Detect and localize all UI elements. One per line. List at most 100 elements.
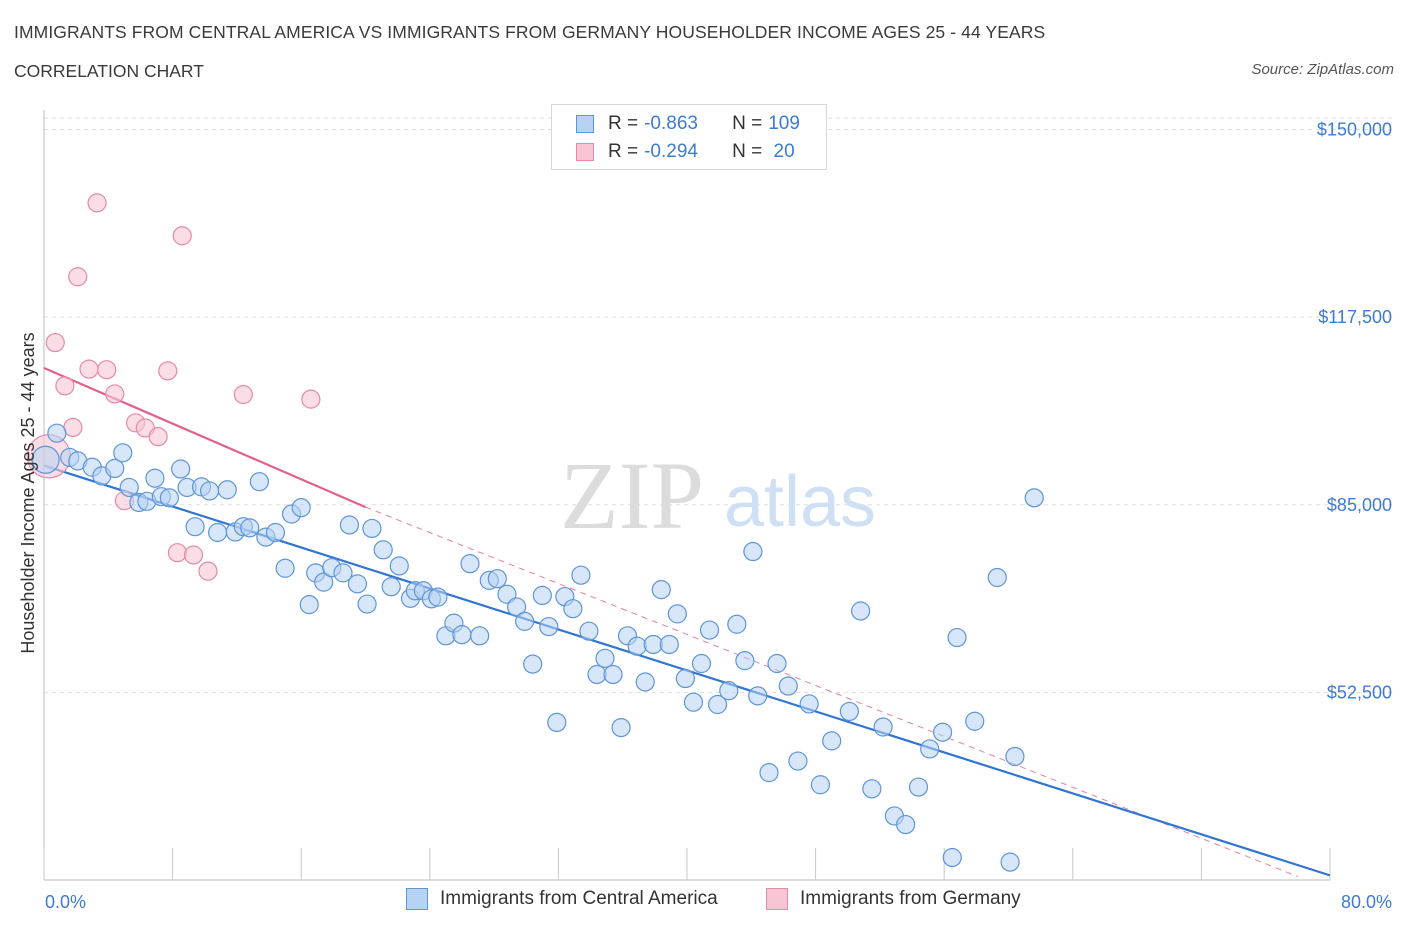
watermark-zip: ZIP — [560, 442, 704, 549]
data-point-central-america — [920, 739, 940, 759]
y-tick-label: $150,000 — [1317, 120, 1392, 140]
data-point-central-america — [1024, 488, 1044, 508]
stats-legend: R = -0.863 N = 109 R = -0.294 N = 20 — [551, 104, 827, 170]
source-note: Source: ZipAtlas.com — [1251, 61, 1394, 78]
legend-row-germany: R = -0.294 N = 20 — [576, 139, 795, 165]
data-point-central-america — [675, 668, 695, 689]
data-point-central-america — [217, 480, 237, 500]
data-point-central-america — [810, 775, 831, 795]
legend-label-central-america: Immigrants from Central America — [440, 888, 718, 909]
data-point-central-america — [547, 712, 567, 733]
data-point-central-america — [275, 558, 295, 578]
data-point-central-america — [428, 587, 448, 607]
data-point-central-america — [470, 626, 490, 646]
data-point-central-america — [659, 634, 679, 655]
data-point-central-america — [595, 648, 615, 668]
data-point-central-america — [987, 567, 1007, 588]
data-point-central-america — [767, 653, 787, 674]
data-point-central-america — [171, 459, 191, 479]
data-point-germany — [167, 543, 188, 563]
legend-row-central-america: R = -0.863 N = 109 — [576, 111, 800, 137]
grid-lines — [44, 117, 1392, 693]
data-point-central-america — [563, 599, 583, 619]
data-point-germany — [79, 359, 99, 379]
data-point-central-america — [611, 717, 631, 738]
data-point-central-america — [862, 779, 882, 799]
points-germany — [26, 193, 321, 581]
data-point-central-america — [691, 653, 712, 674]
legend-n-label: N = — [732, 113, 763, 134]
data-point-central-america — [105, 458, 125, 479]
data-point-central-america — [799, 694, 819, 714]
points-central-america — [31, 423, 1044, 872]
legend-n-label: N = — [732, 141, 763, 162]
data-point-central-america — [822, 731, 842, 751]
data-point-central-america — [339, 515, 360, 535]
data-point-central-america — [539, 616, 559, 637]
legend-n-value: 109 — [768, 113, 800, 134]
data-point-central-america — [735, 651, 755, 671]
data-point-central-america — [119, 477, 139, 498]
x-tick-label: 0.0% — [45, 892, 86, 912]
trend-germany — [43, 366, 1299, 878]
data-point-central-america — [839, 701, 859, 722]
data-point-central-america — [579, 621, 599, 641]
y-axis-label: Householder Income Ages 25 - 44 years — [18, 332, 38, 653]
data-point-central-america — [873, 717, 893, 737]
data-point-germany — [183, 545, 204, 565]
data-point-central-america — [965, 711, 985, 731]
data-point-central-america — [291, 498, 311, 518]
data-point-central-america — [651, 580, 671, 600]
data-point-germany — [97, 360, 117, 380]
y-tick-label: $52,500 — [1327, 682, 1392, 702]
data-point-central-america — [507, 597, 527, 617]
data-point-central-america — [185, 517, 205, 537]
data-point-germany — [105, 384, 125, 404]
data-point-central-america — [942, 847, 962, 868]
data-point-central-america — [314, 572, 334, 592]
data-point-central-america — [362, 518, 382, 539]
data-point-central-america — [357, 594, 377, 614]
data-point-central-america — [208, 522, 228, 543]
data-point-central-america — [727, 614, 747, 634]
data-point-central-america — [532, 585, 552, 606]
data-point-central-america — [707, 694, 728, 715]
data-point-germany — [172, 226, 192, 246]
chart-title: IMMIGRANTS FROM CENTRAL AMERICA VS IMMIG… — [14, 22, 1046, 42]
data-point-germany — [68, 267, 88, 287]
data-point-central-america — [497, 584, 517, 604]
data-point-central-america — [47, 423, 67, 443]
data-point-central-america — [748, 686, 768, 706]
data-point-germany — [55, 376, 75, 396]
data-point-central-america — [896, 814, 916, 835]
data-point-central-america — [523, 654, 543, 674]
data-point-germany — [63, 417, 83, 438]
data-point-germany — [158, 361, 178, 381]
data-point-central-america — [778, 676, 798, 696]
legend-r-value: -0.294 — [644, 141, 698, 162]
y-tick-label: $117,500 — [1318, 307, 1392, 327]
data-point-germany — [148, 427, 168, 447]
watermark: ZIP atlas — [560, 442, 876, 549]
data-point-central-america — [743, 541, 763, 562]
data-point-germany — [301, 389, 321, 409]
data-point-central-america — [452, 625, 472, 645]
data-point-central-america — [699, 620, 720, 640]
legend-swatch-blue — [406, 888, 428, 910]
data-point-central-america — [199, 481, 220, 501]
data-point-central-america — [113, 443, 133, 463]
data-point-central-america — [389, 556, 409, 576]
data-point-central-america — [265, 522, 286, 543]
y-tick-label: $85,000 — [1327, 495, 1392, 515]
data-point-central-america — [635, 672, 655, 692]
legend-r-value: -0.863 — [644, 113, 698, 134]
data-point-central-america — [643, 634, 663, 655]
data-point-central-america — [159, 488, 179, 508]
data-point-central-america — [333, 563, 353, 583]
data-point-central-america — [1005, 746, 1025, 767]
data-point-central-america — [299, 595, 319, 615]
data-point-central-america — [1000, 852, 1020, 872]
data-point-central-america — [31, 445, 60, 474]
data-point-central-america — [719, 681, 739, 701]
